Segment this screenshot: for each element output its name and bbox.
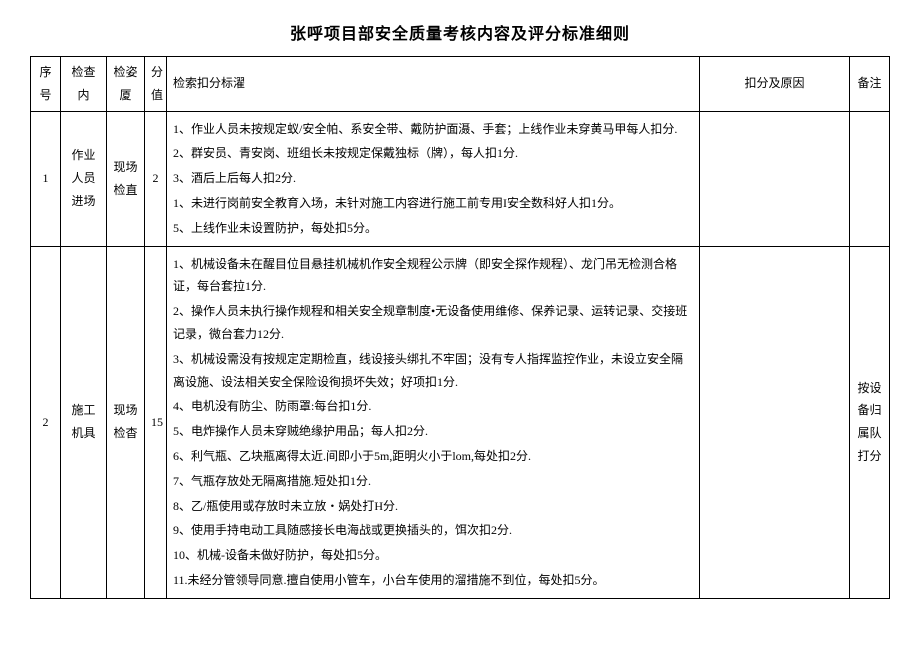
table-row: 2 施工机具 现场检杳 15 1、机械设备未在醒目位目悬挂机械机作安全规程公示牌… [31, 246, 890, 598]
type-cell: 现场检杳 [107, 246, 145, 598]
reason-cell [700, 246, 850, 598]
col-seq-header: 序号 [31, 57, 61, 112]
score-cell: 15 [145, 246, 167, 598]
criteria-line: 11.未经分管领导同意.擅自使用小管车，小台车使用的溜措施不到位，每处扣5分。 [173, 569, 693, 592]
criteria-line: 5、电炸操作人员未穿贼绝缘护用品；每人扣2分. [173, 420, 693, 443]
col-note-header: 备注 [850, 57, 890, 112]
col-item-header: 检查内 [61, 57, 107, 112]
criteria-line: 1、未进行岗前安全教育入场，未针对施工内容进行施工前专用I安全数科好人扣1分。 [173, 192, 693, 215]
criteria-line: 3、酒后上后每人扣2分. [173, 167, 693, 190]
table-row: 1 作业人员进场 现场检直 2 1、作业人员未按规定蚁/安全帕、系安全带、戴防护… [31, 111, 890, 246]
criteria-line: 7、气瓶存放处无隔离措施.短处扣1分. [173, 470, 693, 493]
item-cell: 作业人员进场 [61, 111, 107, 246]
note-cell: 按设备归属队打分 [850, 246, 890, 598]
criteria-line: 10、机械-设备未做好防护，每处扣5分。 [173, 544, 693, 567]
item-cell: 施工机具 [61, 246, 107, 598]
assessment-table: 序号 检查内 检姿厦 分值 检索扣分标濯 扣分及原因 备注 1 作业人员进场 现… [30, 56, 890, 599]
criteria-line: 1、作业人员未按规定蚁/安全帕、系安全带、戴防护面滠、手套；上线作业未穿黄马甲每… [173, 118, 693, 141]
type-cell: 现场检直 [107, 111, 145, 246]
reason-cell [700, 111, 850, 246]
criteria-line: 4、电机没有防尘、防雨罩:每台扣1分. [173, 395, 693, 418]
header-row: 序号 检查内 检姿厦 分值 检索扣分标濯 扣分及原因 备注 [31, 57, 890, 112]
criteria-cell: 1、作业人员未按规定蚁/安全帕、系安全带、戴防护面滠、手套；上线作业未穿黄马甲每… [167, 111, 700, 246]
seq-cell: 2 [31, 246, 61, 598]
criteria-line: 1、机械设备未在醒目位目悬挂机械机作安全规程公示牌（即安全探作规程）、龙门吊无检… [173, 253, 693, 299]
criteria-line: 9、使用手持电动工具随感接长电海战或更换插头的，饵次扣2分. [173, 519, 693, 542]
score-cell: 2 [145, 111, 167, 246]
criteria-line: 5、上线作业未设置防护，每处扣5分。 [173, 217, 693, 240]
col-criteria-header: 检索扣分标濯 [167, 57, 700, 112]
criteria-line: 3、机械设需没有按规定定期检直，线设接头绑扎不牢固；没有专人指挥监控作业，未设立… [173, 348, 693, 394]
seq-cell: 1 [31, 111, 61, 246]
page-title: 张呼项目部安全质量考核内容及评分标准细则 [30, 20, 890, 44]
criteria-line: 2、群安员、青安岗、班组长未按规定保戴独标（牌），每人扣1分. [173, 142, 693, 165]
col-reason-header: 扣分及原因 [700, 57, 850, 112]
col-score-header: 分值 [145, 57, 167, 112]
criteria-line: 2、操作人员未执行操作规程和相关安全规章制度•无设备使用维修、保养记录、运转记录… [173, 300, 693, 346]
note-cell [850, 111, 890, 246]
col-type-header: 检姿厦 [107, 57, 145, 112]
criteria-cell: 1、机械设备未在醒目位目悬挂机械机作安全规程公示牌（即安全探作规程）、龙门吊无检… [167, 246, 700, 598]
criteria-line: 8、乙/瓶使用或存放时未立放・娲处打H分. [173, 495, 693, 518]
criteria-line: 6、利气瓶、乙块瓶离得太近.间即小于5m,距明火小于lom,每处扣2分. [173, 445, 693, 468]
